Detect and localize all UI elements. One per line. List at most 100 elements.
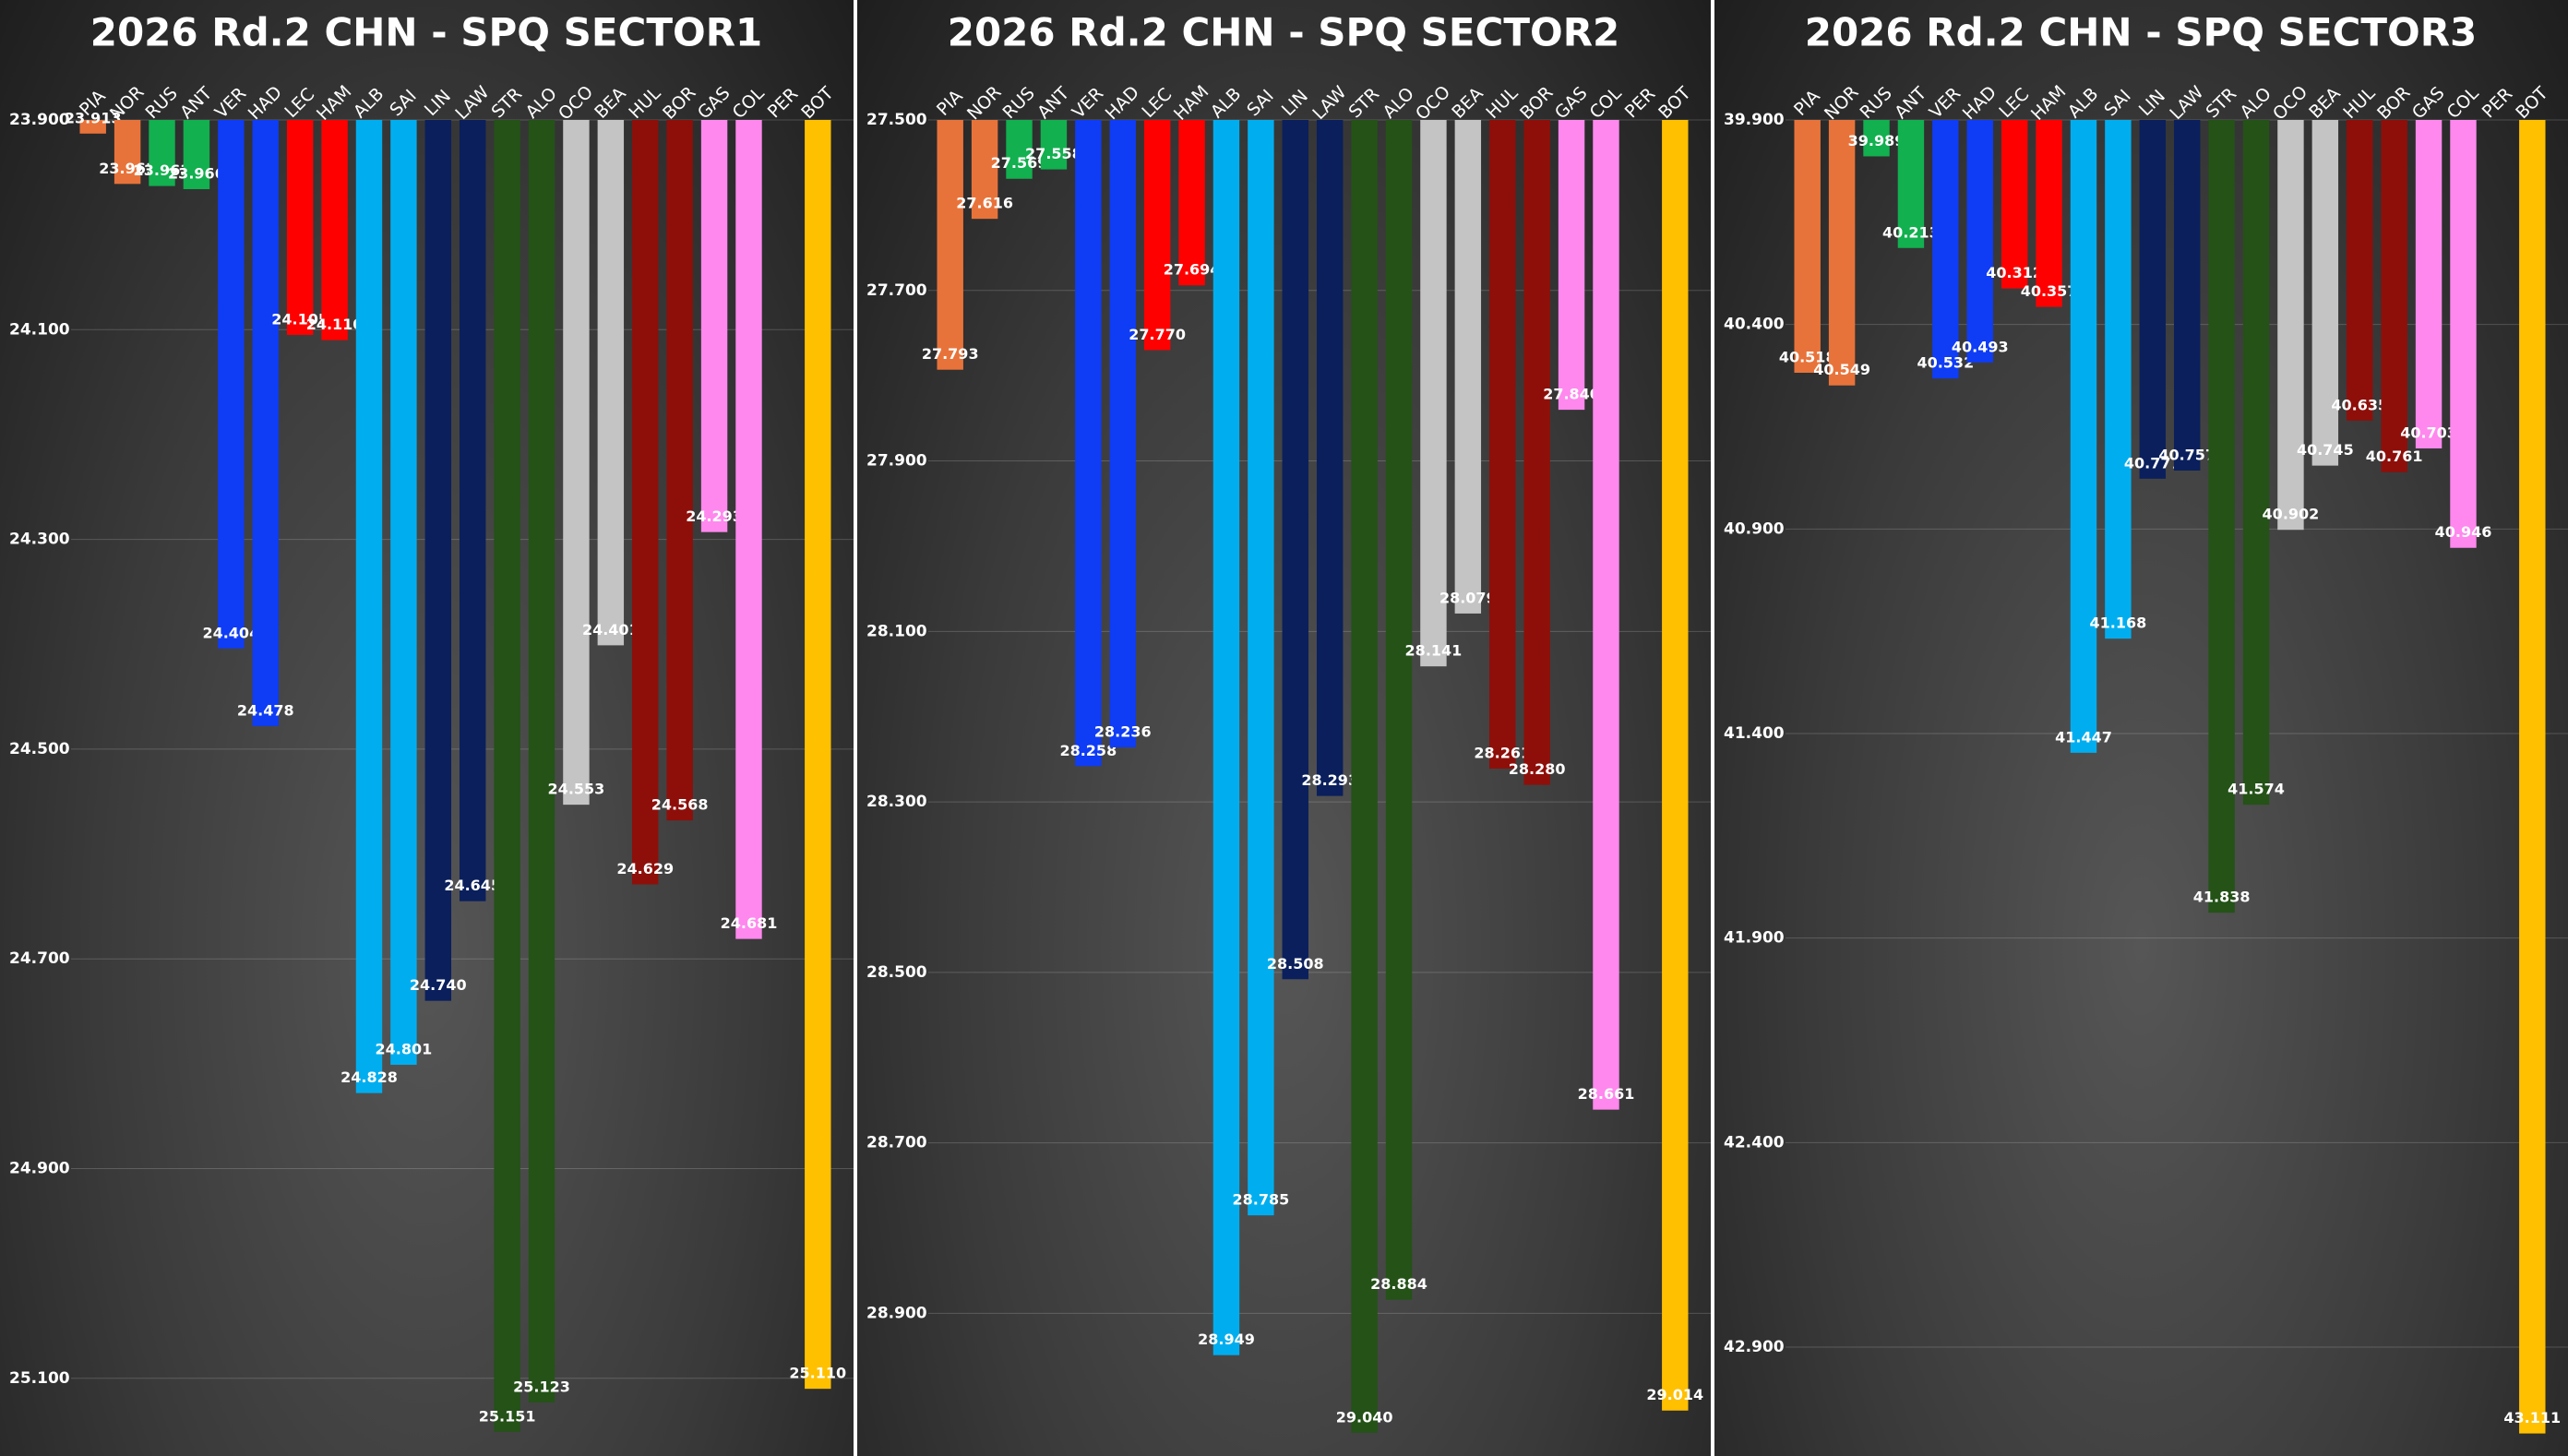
x-tick-label: LAW (1308, 82, 1350, 124)
y-tick-label: 42.400 (1724, 1133, 1785, 1152)
x-tick-label: BEA (2305, 83, 2344, 122)
value-label: 27.694 (1164, 261, 1221, 279)
x-tick-label: BOR (2373, 82, 2414, 123)
x-tick-label: COL (2443, 83, 2483, 123)
bar (2519, 120, 2546, 1434)
value-label: 27.569 (991, 154, 1048, 172)
bar (2242, 120, 2270, 806)
bar (218, 120, 245, 649)
x-tick-label: HAM (313, 81, 355, 124)
x-tick-label: ALO (522, 83, 561, 122)
bar (424, 120, 452, 1001)
bar (1006, 120, 1033, 179)
bar (1075, 120, 1102, 767)
value-label: 27.770 (1129, 326, 1186, 343)
y-tick-label: 28.500 (866, 963, 927, 982)
bar (1316, 120, 1344, 796)
value-label: 23.963 (134, 161, 191, 179)
x-tick-label: SAI (1243, 86, 1277, 120)
value-label: 24.478 (237, 701, 294, 719)
value-label: 40.703 (2400, 424, 2457, 442)
bar (2139, 120, 2167, 479)
y-tick-label: 27.500 (866, 111, 927, 129)
value-label: 40.902 (2263, 506, 2320, 523)
y-tick-label: 39.900 (1724, 111, 1785, 129)
value-label: 28.949 (1198, 1331, 1255, 1348)
bar (937, 120, 963, 370)
value-label: 40.635 (2331, 396, 2388, 413)
y-tick-label: 41.900 (1724, 929, 1785, 948)
x-tick-label: NOR (963, 82, 1006, 125)
x-tick-label: HAD (245, 82, 286, 124)
bar (632, 120, 659, 885)
bar (2173, 120, 2201, 471)
bar (149, 120, 175, 186)
x-tick-label: RUS (999, 83, 1039, 123)
bar (2036, 120, 2062, 307)
value-label: 28.785 (1233, 1191, 1290, 1209)
bar (1863, 120, 1890, 157)
y-tick-label: 28.900 (866, 1304, 927, 1322)
x-tick-label: HAD (1102, 82, 1143, 124)
value-label: 27.558 (1025, 145, 1082, 162)
value-label: 24.801 (376, 1040, 433, 1057)
bar (1420, 120, 1447, 667)
x-tick-label: BOT (1654, 83, 1695, 124)
bar (563, 120, 590, 806)
value-label: 24.645 (444, 877, 501, 894)
x-tick-label: SAI (386, 86, 420, 120)
x-tick-label: COL (1586, 83, 1626, 123)
bar (1489, 120, 1516, 770)
value-label: 24.293 (686, 507, 743, 525)
x-tick-label: OCO (555, 82, 597, 125)
value-label: 40.777 (2124, 454, 2181, 471)
x-tick-label: PER (2478, 84, 2516, 122)
value-label: 27.616 (956, 195, 1013, 212)
value-label: 41.574 (2228, 781, 2285, 798)
value-label: 29.014 (1646, 1386, 1703, 1403)
value-label: 28.508 (1267, 955, 1324, 973)
chart-panel: 2026 Rd.2 CHN - SPQ SECTOR1 23.900 24.100 2… (0, 0, 854, 1456)
x-tick-label: BOR (659, 82, 699, 123)
value-label: 25.110 (789, 1365, 846, 1382)
chart-title: 2026 Rd.2 CHN - SPQ SECTOR3 (1805, 10, 2478, 55)
x-tick-label: PER (1621, 84, 1659, 122)
x-tick-label: LAW (2166, 82, 2207, 124)
y-tick-label: 41.400 (1724, 724, 1785, 743)
value-label: 24.681 (721, 914, 778, 932)
x-tick-label: SAI (2100, 86, 2134, 120)
bar (1351, 120, 1378, 1433)
value-label: 40.518 (1779, 348, 1836, 365)
bar (2105, 120, 2132, 639)
value-label: 24.740 (410, 976, 467, 994)
x-tick-label: LEC (1995, 84, 2033, 122)
x-tick-label: PER (764, 84, 802, 122)
bar (2450, 120, 2477, 548)
y-tick-label: 24.900 (9, 1160, 70, 1178)
value-label: 24.401 (582, 621, 639, 638)
x-tick-label: GAS (2408, 83, 2449, 124)
value-label: 23.913 (65, 109, 122, 126)
x-tick-label: HUL (1482, 83, 1522, 123)
value-label: 24.828 (340, 1068, 398, 1086)
value-label: 40.312 (1986, 264, 2043, 281)
x-tick-label: LIN (1278, 86, 1312, 120)
x-tick-label: ALO (1380, 83, 1418, 122)
value-label: 28.884 (1370, 1275, 1427, 1293)
x-tick-label: BEA (1448, 83, 1487, 122)
x-tick-label: STR (2202, 84, 2240, 123)
value-label: 41.168 (2090, 615, 2147, 632)
x-tick-label: ALB (2064, 84, 2102, 122)
value-label: 40.745 (2297, 441, 2354, 459)
bar (1178, 120, 1205, 286)
bar (1143, 120, 1171, 351)
y-tick-label: 28.700 (866, 1134, 927, 1152)
y-tick-label: 25.100 (9, 1369, 70, 1388)
x-tick-label: GAS (694, 83, 735, 124)
bar (971, 120, 998, 220)
x-tick-label: STR (1344, 84, 1383, 123)
bar (1897, 120, 1925, 248)
value-label: 27.793 (922, 345, 979, 363)
x-tick-label: LEC (1138, 84, 1176, 122)
